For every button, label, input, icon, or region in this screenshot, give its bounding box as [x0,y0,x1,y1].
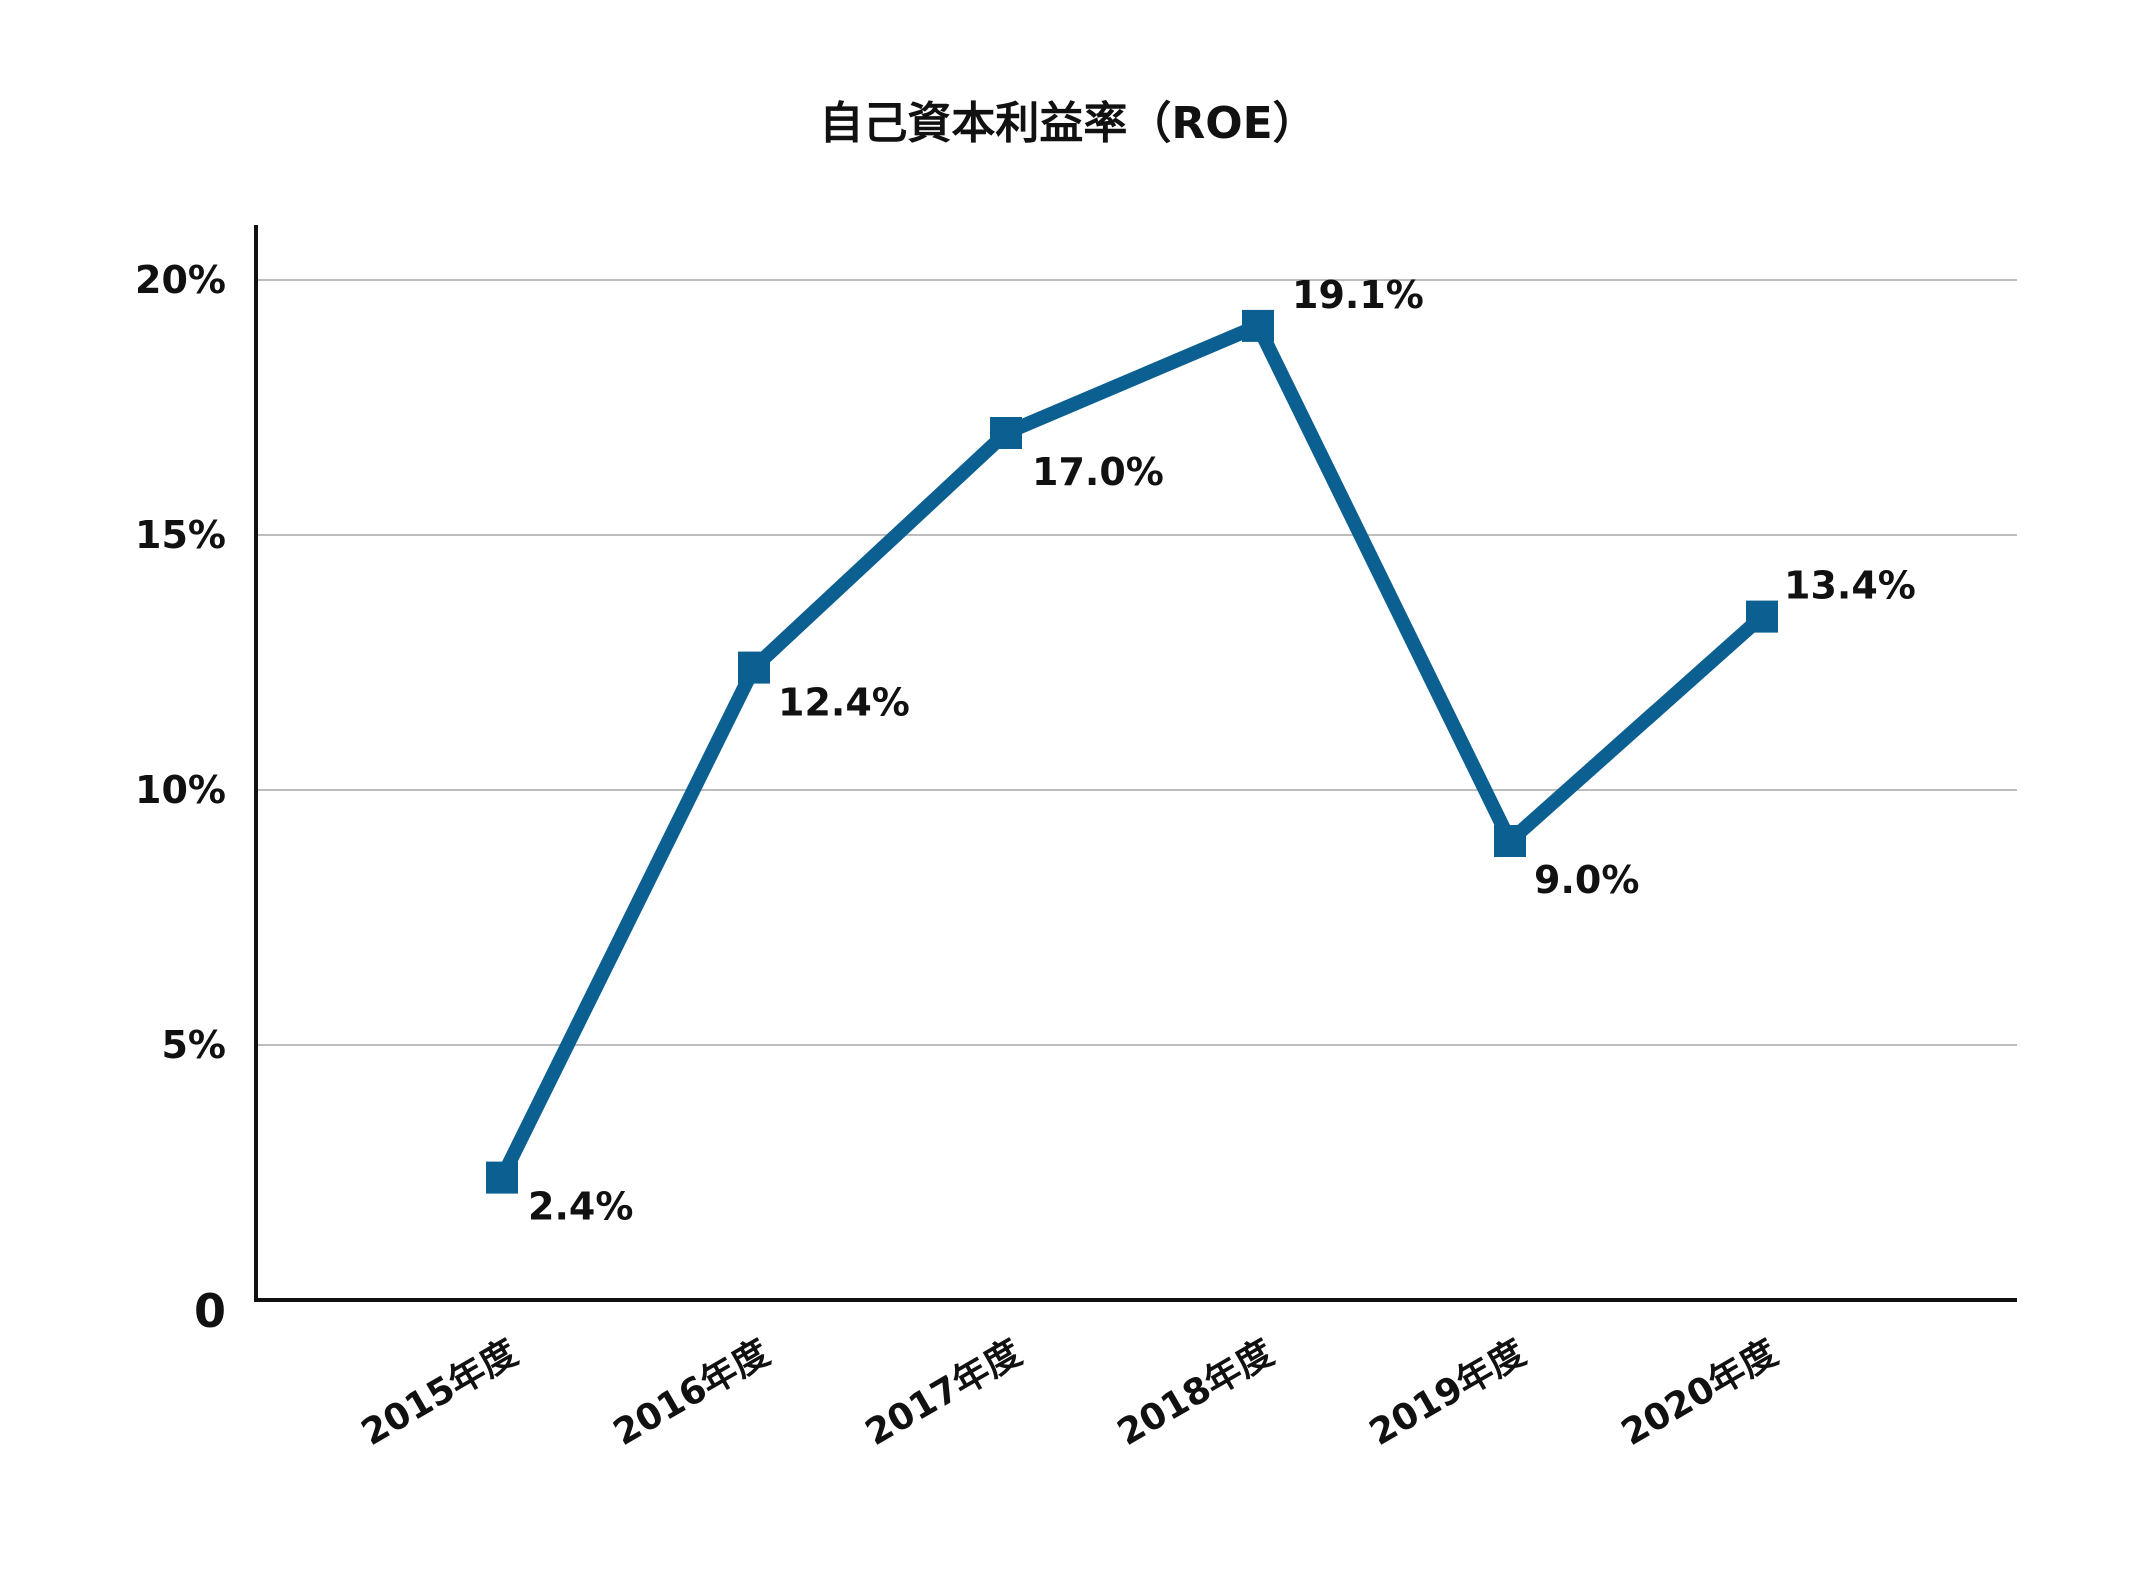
data-label: 9.0% [1534,858,1639,902]
y-axis-ticks: 0 5% 10% 15% 20% [135,258,226,1338]
y-tick-label: 5% [161,1023,226,1067]
data-point-marker [486,1161,518,1194]
x-tick-label: 2019年度 [1363,1332,1533,1454]
y-tick-label: 20% [135,258,226,302]
x-tick-label: 2015年度 [355,1332,525,1454]
data-label: 19.1% [1292,273,1424,317]
data-label: 12.4% [778,681,910,725]
gridlines [256,279,2017,1046]
data-labels: 2.4% 12.4% 17.0% 19.1% 9.0% 13.4% [528,273,1916,1229]
data-point-marker [1242,309,1274,342]
x-tick-label: 2017年度 [859,1332,1029,1454]
data-point-marker [1746,600,1778,633]
x-axis-ticks: 2015年度 2016年度 2017年度 2018年度 2019年度 2020年度 [355,1332,1785,1454]
x-tick-label: 2016年度 [607,1332,777,1454]
series-roe [486,309,1778,1194]
data-point-marker [990,417,1022,449]
series-line [495,316,1767,1181]
y-tick-label: 0 [194,1284,226,1338]
chart-title: 自己資本利益率（ROE） [819,98,1316,149]
y-tick-label: 10% [135,768,226,812]
data-label: 17.0% [1032,450,1164,494]
data-point-marker [738,651,770,684]
data-label: 13.4% [1784,564,1916,608]
x-tick-label: 2020年度 [1615,1332,1785,1454]
data-point-marker [1494,825,1526,857]
data-label: 2.4% [528,1185,633,1229]
x-tick-label: 2018年度 [1111,1332,1281,1454]
y-tick-label: 15% [135,513,226,557]
